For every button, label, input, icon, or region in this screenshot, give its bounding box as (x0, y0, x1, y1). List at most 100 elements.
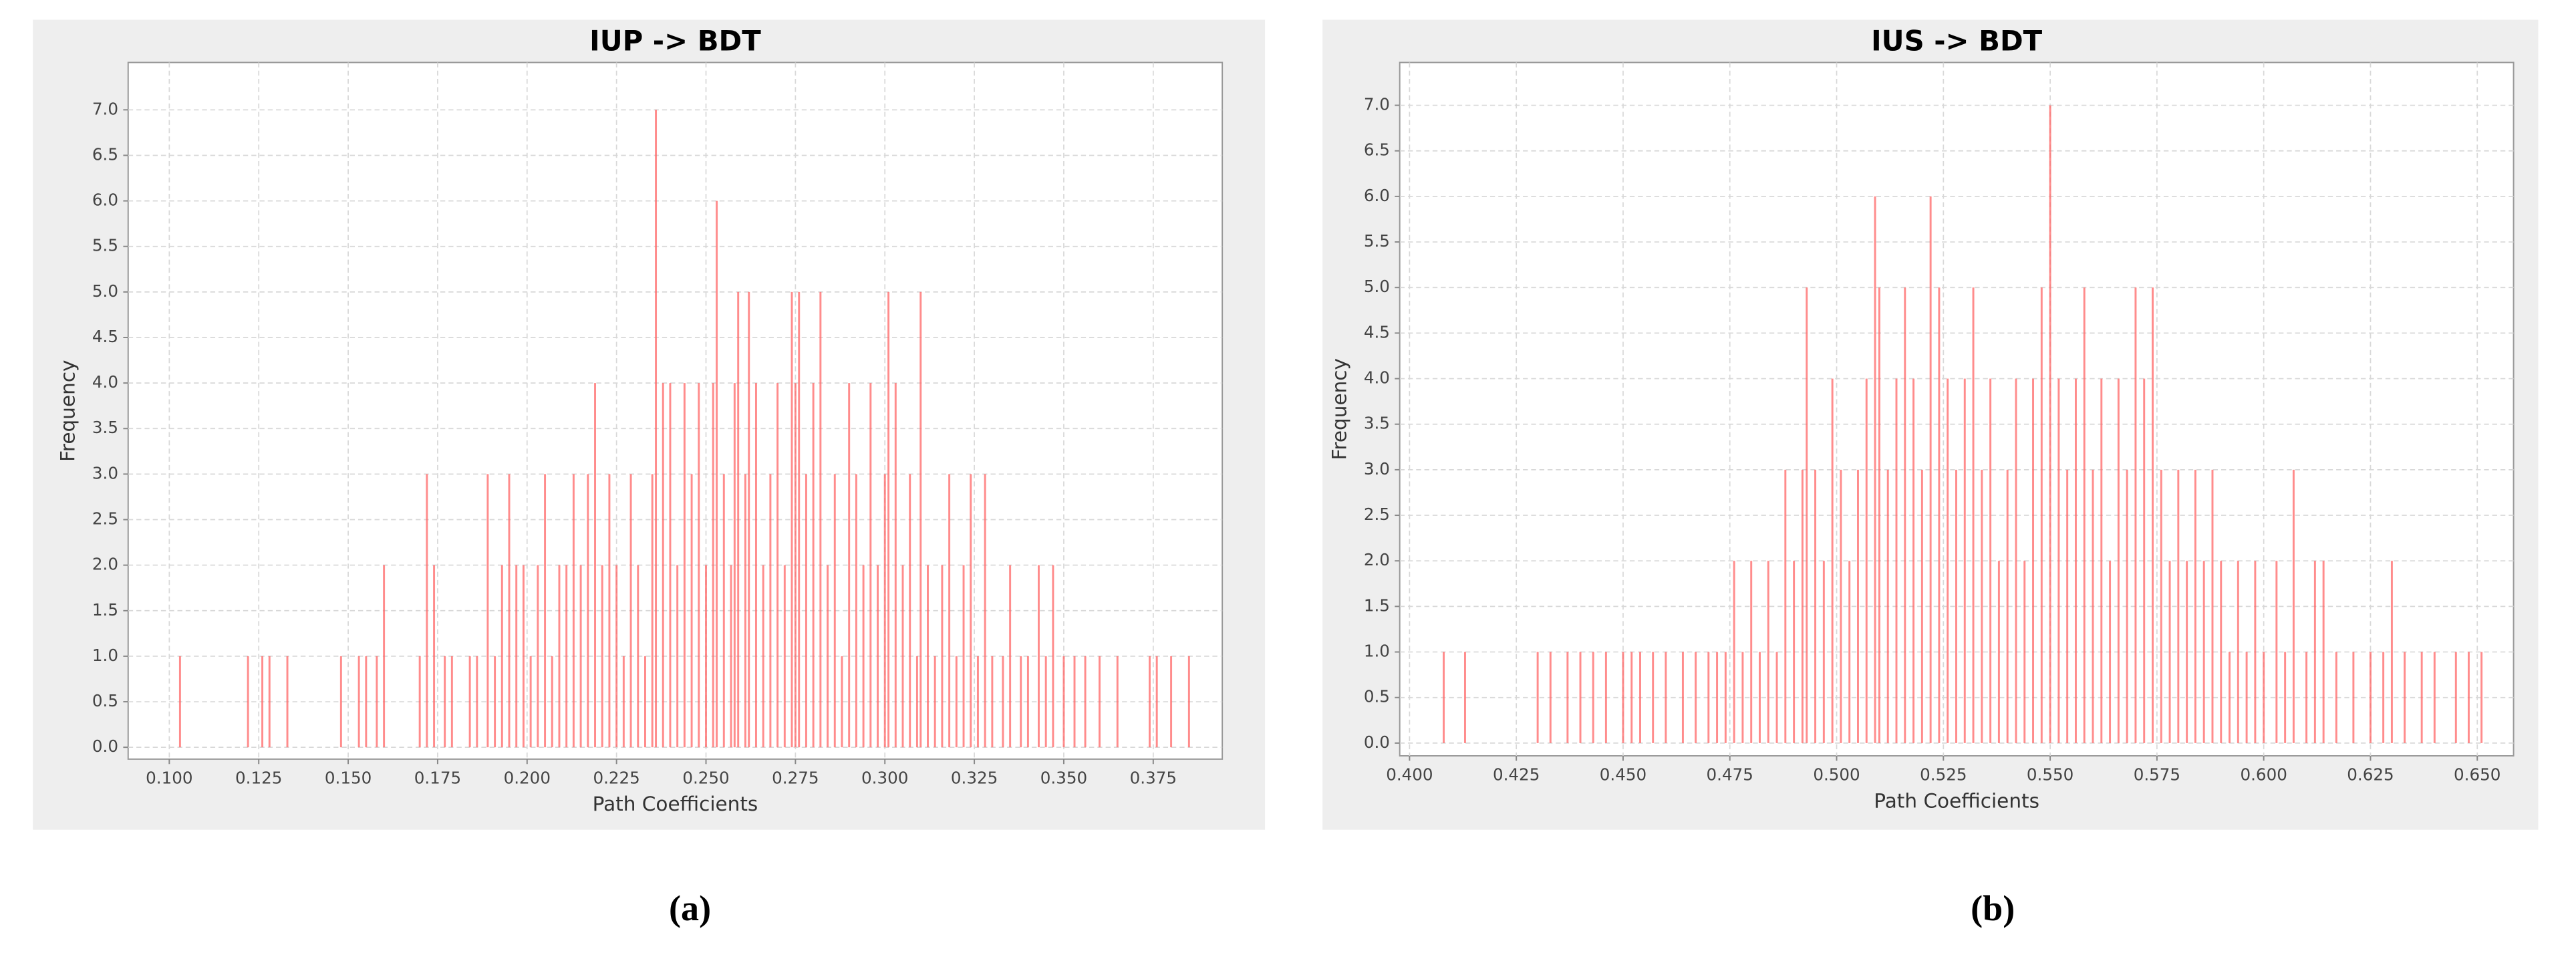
bar (651, 474, 654, 748)
x-tick-label: 0.250 (682, 768, 729, 787)
bar (247, 656, 249, 748)
bar (558, 565, 561, 748)
bar (522, 565, 525, 748)
bar (2420, 652, 2423, 743)
bar (841, 656, 843, 748)
x-tick-label: 0.375 (1130, 768, 1177, 787)
bar (1947, 378, 1949, 743)
bar (1707, 652, 1710, 743)
x-axis-label: Path Coefficients (593, 793, 758, 815)
bar (1878, 287, 1880, 743)
bar (1463, 652, 1466, 743)
bar (2322, 561, 2325, 743)
y-tick-label: 5.5 (92, 236, 118, 255)
bar (383, 565, 386, 748)
bar (1020, 656, 1022, 748)
bar (976, 656, 979, 748)
bar (915, 656, 918, 748)
bar (1037, 565, 1040, 748)
bar (2074, 378, 2077, 743)
bar (2480, 652, 2483, 743)
bar (805, 474, 807, 748)
bar (1938, 287, 1941, 743)
y-tick-label: 6.0 (92, 190, 118, 210)
bar (622, 656, 625, 748)
bar (955, 656, 958, 748)
x-tick-label: 0.200 (504, 768, 551, 787)
bar (1912, 378, 1915, 743)
x-tick-label: 0.175 (414, 768, 461, 787)
plot-area (127, 61, 1224, 760)
bar (712, 383, 714, 748)
bar (2369, 652, 2372, 743)
bar (705, 565, 707, 748)
bar (2454, 652, 2457, 743)
bar (655, 110, 658, 748)
bar (537, 565, 539, 748)
bar (1904, 287, 1906, 743)
bar (1750, 561, 1753, 743)
bar (2292, 469, 2295, 743)
bar (426, 474, 428, 748)
bar (833, 474, 836, 748)
bar (991, 656, 994, 748)
bar (2433, 652, 2436, 743)
x-tick-label: 0.450 (1600, 765, 1647, 784)
bar (2032, 378, 2035, 743)
bar (1099, 656, 1101, 748)
bar (2109, 561, 2112, 743)
bar (1681, 652, 1684, 743)
y-tick-label: 4.5 (92, 327, 118, 346)
bar (1997, 561, 2000, 743)
bar (2057, 378, 2060, 743)
x-tick-label: 0.425 (1493, 765, 1540, 784)
bar (1955, 469, 1957, 743)
bar (794, 383, 797, 748)
bar (948, 474, 951, 748)
bar (2220, 561, 2223, 743)
bar (1026, 656, 1029, 748)
x-tick-label: 0.525 (1920, 765, 1967, 784)
y-axis-label: Frequency (57, 360, 80, 461)
bar (286, 656, 289, 748)
bar (1775, 652, 1778, 743)
bar (2160, 469, 2162, 743)
bar (927, 565, 929, 748)
bar (1793, 561, 1796, 743)
bar (848, 383, 851, 748)
y-tick-label: 2.0 (1364, 550, 1390, 569)
bar (1084, 656, 1087, 748)
bar (1989, 378, 1992, 743)
bar (1579, 652, 1582, 743)
bar (1840, 469, 1842, 743)
bar (934, 656, 936, 748)
bar (762, 565, 764, 748)
bar (1865, 378, 1868, 743)
bar (690, 474, 693, 748)
bar (919, 291, 922, 748)
bar (2040, 287, 2043, 743)
y-tick-label: 0.0 (1364, 732, 1390, 752)
y-tick-label: 3.5 (1364, 414, 1390, 433)
bar (1592, 652, 1594, 743)
bar (730, 565, 732, 748)
bar (2390, 561, 2393, 743)
bar (508, 474, 511, 748)
bar (2284, 652, 2287, 743)
bar (551, 656, 553, 748)
bar (1822, 561, 1825, 743)
bar (722, 474, 725, 748)
y-axis-label: Frequency (1328, 358, 1351, 460)
bar (2117, 378, 2120, 743)
y-tick-label: 1.5 (1364, 595, 1390, 615)
bar (1639, 652, 1641, 743)
bar (1009, 565, 1012, 748)
y-tick-label: 3.0 (1364, 459, 1390, 479)
x-tick-label: 0.350 (1040, 768, 1087, 787)
panel-caption: (b) (1971, 888, 2015, 928)
bar (2237, 561, 2239, 743)
bar (2083, 287, 2086, 743)
bar (476, 656, 478, 748)
y-tick-label: 5.0 (92, 281, 118, 301)
